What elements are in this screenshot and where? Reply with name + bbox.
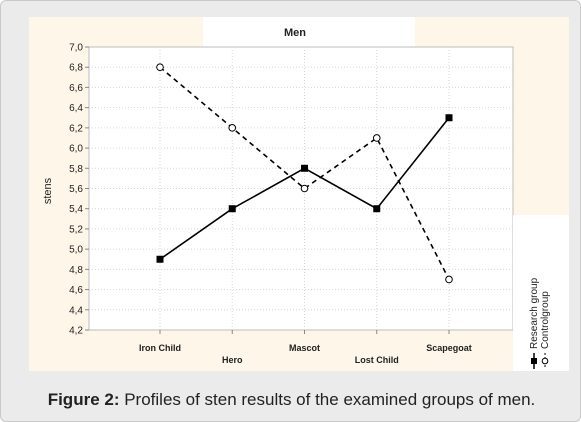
data-point-square (156, 255, 164, 263)
figure-caption: Figure 2: Profiles of sten results of th… (1, 381, 580, 421)
data-point-circle (300, 184, 309, 193)
plot-panel: Men stens 7,0 6,8 6,6 6,4 6,2 6,0 5,8 5,6 5,4 5,2… (1, 1, 580, 379)
y-tick-label: 5,0 (69, 245, 83, 256)
chart-title: Men (284, 27, 306, 39)
data-point-circle (445, 275, 453, 284)
y-tick-label: 4,8 (69, 265, 83, 276)
y-tick-label: 6,8 (69, 63, 83, 74)
x-tick-label: Scapegoat (426, 343, 472, 353)
y-tick-label: 6,4 (69, 103, 83, 114)
legend-marker-circle (541, 357, 549, 365)
data-point-square (228, 205, 236, 213)
caption-label: Figure 2: (47, 390, 120, 409)
series (156, 63, 453, 284)
y-tick-label: 6,2 (69, 123, 83, 134)
legend-marker-square (531, 358, 537, 364)
legend-box (513, 215, 569, 371)
chart-title-background (203, 17, 415, 49)
y-tick-label: 5,4 (69, 204, 83, 215)
y-tick-label: 5,6 (69, 184, 83, 195)
data-point-square (445, 114, 453, 122)
legend-label: Controlgroup (540, 291, 551, 349)
x-tick-label: Hero (222, 355, 243, 365)
y-tick-label: 5,2 (69, 224, 83, 235)
y-tick-label: 4,6 (69, 285, 83, 296)
y-tick-label: 4,4 (69, 305, 83, 316)
data-point-circle (228, 124, 237, 132)
x-tick-label: Lost Child (355, 355, 399, 365)
data-point-square (301, 164, 308, 172)
y-axis-label: stens (42, 177, 54, 204)
y-tick-label: 5,8 (69, 164, 83, 175)
legend: Research group Controlgroup (529, 277, 551, 369)
x-tick-label: Iron Child (139, 343, 181, 353)
data-point-circle (372, 134, 381, 142)
x-tick-label: Mascot (289, 343, 320, 353)
legend-label: Research group (529, 277, 540, 349)
y-tick-label: 7,0 (69, 43, 83, 54)
chart-background-top-left (29, 17, 203, 49)
y-tick-label: 4,2 (69, 326, 83, 337)
data-point-circle (156, 63, 164, 72)
x-axis-ticks: Iron Child Hero Mascot Lost Child Scapegoat (139, 330, 472, 365)
y-tick-label: 6,6 (69, 83, 83, 94)
caption-text: Profiles of sten results of the examined… (119, 390, 536, 409)
chart-background-top-right (415, 17, 569, 49)
line-chart: Men stens 7,0 6,8 6,6 6,4 6,2 6,0 5,8 5,6 5,4 5,2… (29, 17, 569, 371)
y-tick-label: 6,0 (69, 144, 83, 155)
data-point-square (373, 205, 381, 213)
y-axis-ticks: 7,0 6,8 6,6 6,4 6,2 6,0 5,8 5,6 5,4 5,2 5,0 4,8 4,6 4… (69, 43, 89, 337)
